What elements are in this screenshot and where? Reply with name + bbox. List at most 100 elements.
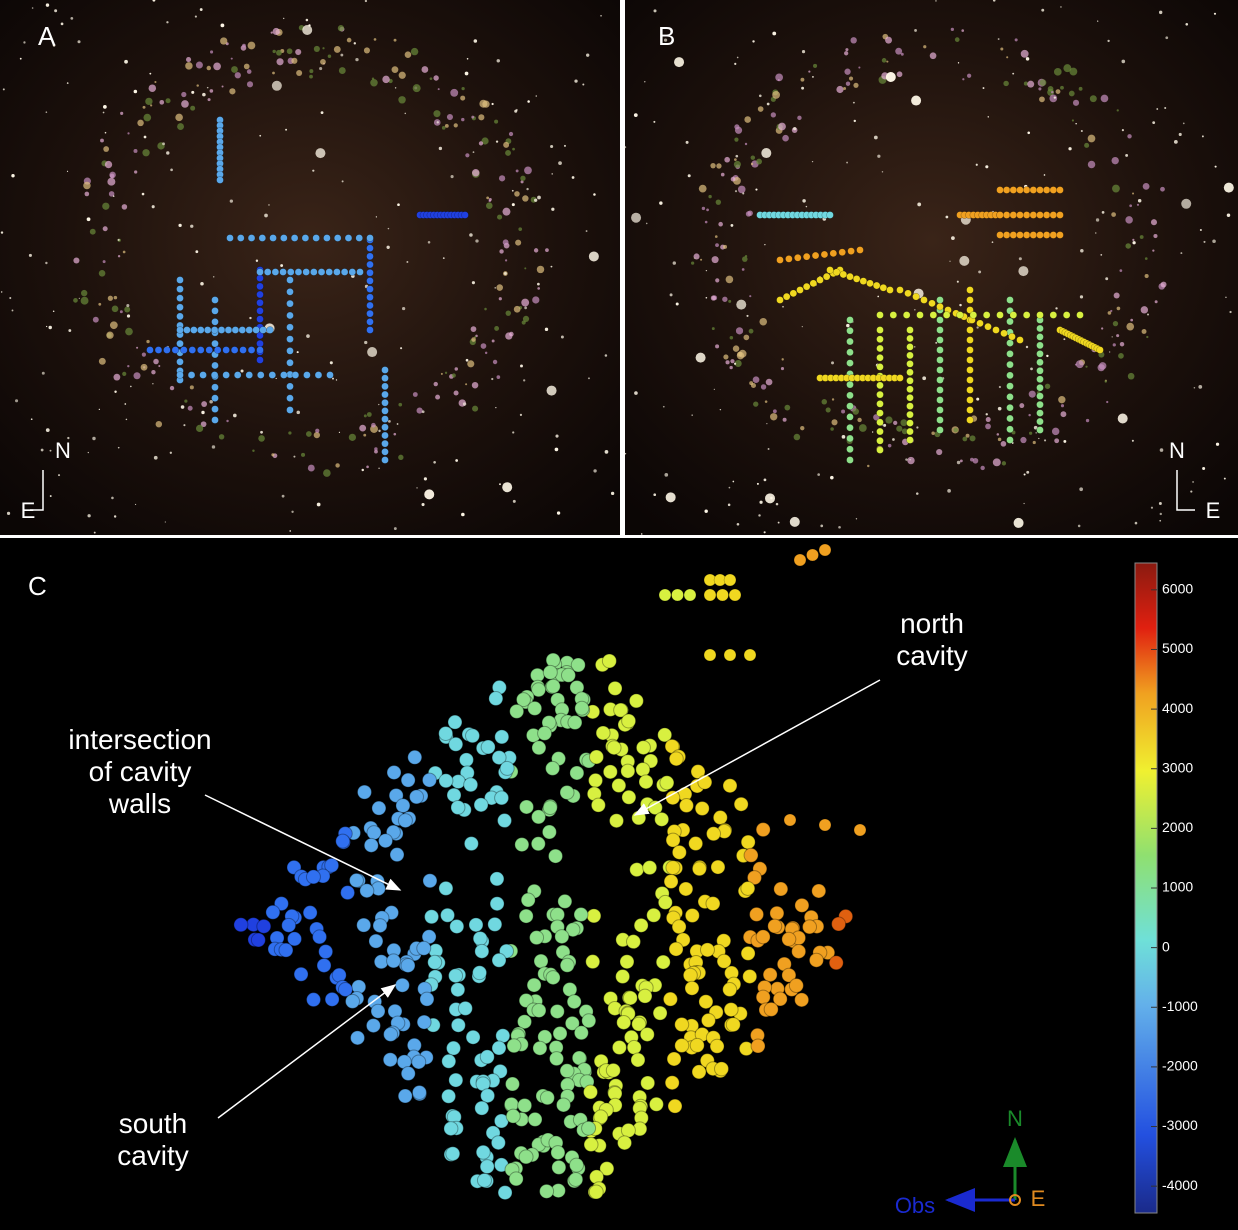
dot	[439, 726, 453, 740]
nebula-filament	[201, 401, 207, 407]
star	[1078, 525, 1081, 528]
dot	[860, 278, 867, 285]
dot	[840, 271, 847, 278]
star	[737, 57, 739, 59]
nebula-filament	[751, 155, 755, 159]
nebula-filament	[349, 434, 356, 441]
nebula-filament	[158, 365, 160, 367]
nebula-filament	[133, 372, 140, 379]
nebula-filament	[114, 296, 118, 300]
nebula-filament	[90, 229, 96, 235]
dot	[367, 310, 374, 317]
nebula-filament	[1029, 391, 1036, 398]
dot	[830, 250, 837, 257]
dot	[327, 372, 334, 379]
nebula-filament	[730, 336, 733, 339]
star	[1080, 295, 1083, 298]
annotation-line: south	[119, 1108, 188, 1139]
dot	[177, 372, 184, 379]
nebula-filament	[73, 257, 79, 263]
dot	[1023, 232, 1030, 239]
star	[735, 155, 738, 158]
dot	[518, 1098, 532, 1112]
nebula-filament	[797, 116, 801, 120]
star	[935, 0, 936, 1]
dot	[1037, 418, 1044, 425]
dot	[684, 589, 696, 601]
dot	[475, 944, 489, 958]
nebula-filament	[1088, 135, 1096, 143]
star	[170, 452, 172, 454]
star	[574, 79, 577, 82]
dot	[367, 302, 374, 309]
nebula-filament	[271, 453, 274, 456]
star	[195, 250, 198, 253]
dot	[582, 1014, 596, 1028]
nebula-filament	[844, 69, 850, 75]
dot	[1007, 437, 1014, 444]
dot	[206, 347, 213, 354]
axis-observer: Obs	[895, 1193, 935, 1218]
nebula-filament	[494, 326, 499, 331]
nebula-filament	[1114, 293, 1120, 299]
dot	[315, 372, 322, 379]
dot	[318, 269, 325, 276]
star	[752, 40, 754, 42]
star	[523, 379, 525, 381]
star	[475, 239, 478, 242]
star	[461, 513, 465, 517]
dot	[491, 1136, 505, 1150]
dot	[777, 257, 784, 264]
nebula-filament	[1112, 185, 1120, 193]
nebula-filament	[467, 360, 474, 367]
dot	[382, 407, 389, 414]
star	[124, 60, 128, 64]
nebula-filament	[196, 425, 203, 432]
dot	[819, 819, 831, 831]
dot	[929, 300, 936, 307]
dot	[382, 424, 389, 431]
dot	[710, 1039, 724, 1053]
nebula-filament	[737, 352, 744, 359]
dot	[847, 403, 854, 410]
dot	[387, 765, 401, 779]
star	[1212, 239, 1216, 243]
star	[405, 113, 407, 115]
nebula-filament	[782, 358, 784, 360]
star	[653, 121, 655, 123]
star	[1181, 199, 1191, 209]
dot	[848, 248, 855, 255]
dot	[396, 799, 410, 813]
nebula-filament	[499, 175, 505, 181]
star	[241, 369, 244, 372]
dot	[985, 323, 992, 330]
star	[492, 103, 494, 105]
nebula-filament	[413, 392, 418, 397]
dot	[907, 428, 914, 435]
nebula-filament	[1117, 109, 1119, 111]
dot	[967, 347, 974, 354]
star	[317, 503, 321, 507]
dot	[488, 917, 502, 931]
nebula-filament	[1105, 380, 1107, 382]
dot	[307, 993, 321, 1007]
dot	[367, 277, 374, 284]
dot	[627, 1040, 641, 1054]
nebula-filament	[1142, 329, 1147, 334]
dot	[333, 269, 340, 276]
nebula-filament	[850, 37, 856, 43]
star	[1081, 130, 1083, 132]
star	[46, 3, 49, 6]
dot	[711, 860, 725, 874]
star	[378, 430, 380, 432]
star	[437, 121, 439, 123]
dot	[1037, 410, 1044, 417]
nebula-filament	[731, 177, 736, 182]
dot	[364, 838, 378, 852]
dot	[1003, 232, 1010, 239]
star	[846, 324, 849, 327]
star	[1014, 518, 1024, 528]
nebula-filament	[1052, 428, 1059, 435]
nebula-filament	[190, 106, 195, 111]
dot	[212, 318, 219, 325]
